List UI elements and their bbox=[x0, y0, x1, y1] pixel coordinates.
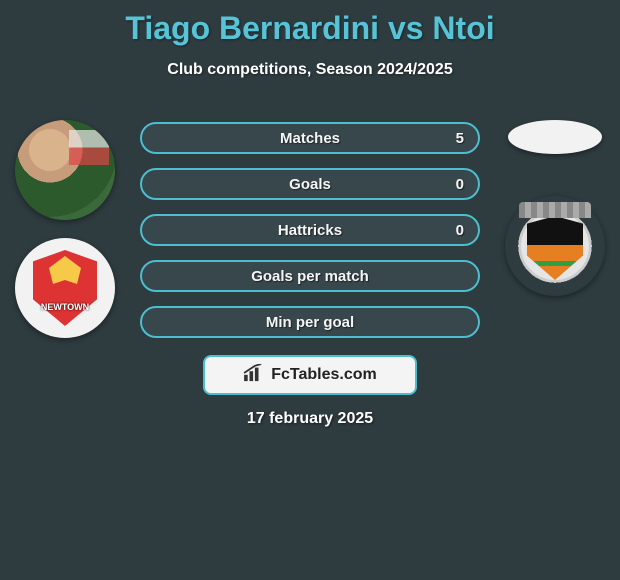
club-right-crest bbox=[505, 196, 605, 296]
stats-table: Matches 5 Goals 0 Hattricks 0 Goals per … bbox=[140, 122, 480, 338]
stat-value-right: 0 bbox=[456, 222, 464, 239]
stat-label: Matches bbox=[280, 130, 340, 147]
club-left-crest: NEWTOWN bbox=[15, 238, 115, 338]
left-column: NEWTOWN bbox=[10, 120, 120, 338]
page-subtitle: Club competitions, Season 2024/2025 bbox=[0, 61, 620, 79]
player-right-photo-placeholder bbox=[508, 120, 602, 154]
player-left-photo bbox=[15, 120, 115, 220]
stat-label: Hattricks bbox=[278, 222, 342, 239]
branding-text: FcTables.com bbox=[271, 366, 377, 384]
stat-row-hattricks: Hattricks 0 bbox=[140, 214, 480, 246]
stat-row-goals-per-match: Goals per match bbox=[140, 260, 480, 292]
stat-label: Goals per match bbox=[251, 268, 369, 285]
stat-label: Goals bbox=[289, 176, 331, 193]
stat-value-right: 5 bbox=[456, 130, 464, 147]
stat-row-matches: Matches 5 bbox=[140, 122, 480, 154]
club-left-crest-text: NEWTOWN bbox=[15, 302, 115, 312]
stat-row-goals: Goals 0 bbox=[140, 168, 480, 200]
page-title: Tiago Bernardini vs Ntoi bbox=[0, 0, 620, 47]
date-text: 17 february 2025 bbox=[0, 410, 620, 428]
stat-row-min-per-goal: Min per goal bbox=[140, 306, 480, 338]
chart-icon bbox=[243, 364, 265, 387]
stat-label: Min per goal bbox=[266, 314, 354, 331]
right-column bbox=[500, 120, 610, 296]
stat-value-right: 0 bbox=[456, 176, 464, 193]
branding-box: FcTables.com bbox=[203, 355, 417, 395]
